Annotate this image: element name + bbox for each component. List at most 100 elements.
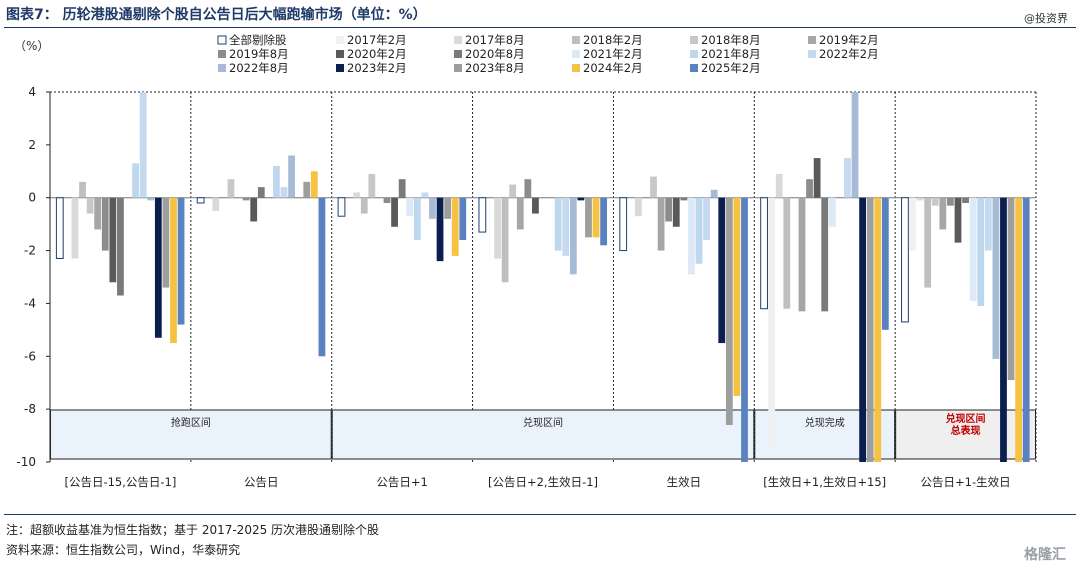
legend-label: 2017年8月	[465, 33, 525, 47]
x-axis: [公告日-15,公告日-1] 公告日 公告日+1 [公告日+2,生效日-1] 生效日 [生…	[64, 475, 1010, 489]
legend-label: 2023年8月	[465, 61, 525, 75]
bar	[828, 197, 836, 227]
bar	[741, 197, 748, 462]
bar	[866, 197, 874, 462]
legend-swatch	[454, 64, 462, 72]
bar	[806, 179, 813, 198]
bar	[881, 197, 889, 330]
bar	[117, 197, 124, 296]
title-rule	[4, 27, 1076, 28]
legend-label: 2022年2月	[819, 47, 879, 61]
bar	[353, 192, 361, 198]
bar	[406, 197, 414, 217]
legend: 全部剔除股 2017年2月 2017年8月 2018年2月 2018年8月 2019年2月…	[217, 33, 879, 75]
legend-label: 2021年8月	[701, 47, 761, 61]
bar	[170, 197, 177, 344]
bar	[444, 197, 452, 219]
bar	[310, 171, 318, 198]
legend-label: 2020年2月	[347, 47, 407, 61]
legend-swatch	[572, 64, 580, 72]
legend-swatch	[690, 64, 698, 72]
legend-swatch	[572, 36, 580, 44]
x-tick-label: [公告日+2,生效日-1]	[488, 475, 598, 489]
bar	[718, 197, 726, 344]
bar	[227, 179, 235, 198]
bar	[710, 189, 718, 198]
legend-label: 全部剔除股	[229, 33, 287, 47]
bar	[977, 197, 985, 307]
phase-label: 兑现区间	[523, 416, 563, 429]
x-tick-label: [生效日+1,生效日+15]	[763, 475, 886, 489]
bar	[391, 197, 398, 227]
bar	[429, 197, 436, 219]
bar	[813, 158, 821, 198]
phase-band	[331, 409, 755, 460]
bar	[672, 197, 680, 227]
bar	[242, 197, 250, 201]
x-tick-label: [公告日-15,公告日-1]	[64, 475, 176, 489]
bar	[250, 197, 258, 222]
bar	[501, 197, 509, 283]
bar	[969, 197, 977, 301]
phase-label: 兑现区间	[946, 412, 986, 425]
bar	[94, 197, 102, 230]
legend-label: 2018年2月	[583, 33, 643, 47]
bar	[101, 197, 109, 251]
bar	[562, 197, 570, 256]
bar	[436, 197, 444, 262]
bar	[947, 197, 954, 206]
bar	[509, 184, 517, 198]
bar	[768, 197, 776, 447]
bar	[703, 197, 710, 240]
bar	[954, 197, 962, 243]
bar	[398, 179, 406, 198]
bar	[139, 92, 147, 198]
bar	[154, 197, 162, 338]
source-note: 资料来源：恒生指数公司，Wind，华泰研究	[6, 543, 241, 557]
legend-swatch	[572, 50, 580, 58]
bar	[859, 197, 867, 462]
bar	[962, 197, 969, 203]
y-tick-label: -10	[16, 455, 36, 469]
bar	[368, 173, 376, 198]
x-tick-label: 公告日+1	[376, 475, 427, 489]
bar	[273, 166, 280, 198]
legend-label: 2023年2月	[347, 61, 407, 75]
bar	[798, 197, 806, 312]
bar	[79, 181, 86, 198]
phase-label: 抢跑区间	[171, 416, 211, 429]
bar	[984, 197, 992, 251]
bar	[524, 179, 532, 198]
y-tick-label: -4	[24, 296, 36, 310]
bar	[71, 197, 79, 259]
legend-swatch	[808, 36, 816, 44]
bar	[992, 197, 1000, 359]
bar	[733, 197, 741, 396]
phase-band	[50, 409, 332, 460]
bar	[851, 92, 859, 198]
y-unit-label: （%）	[14, 39, 49, 53]
bar	[916, 197, 924, 201]
legend-swatch	[690, 36, 698, 44]
bar	[569, 197, 577, 275]
bar	[775, 173, 783, 198]
bar	[532, 197, 539, 214]
y-tick-label: -2	[24, 244, 36, 258]
legend-label: 2025年2月	[701, 61, 761, 75]
bar	[695, 197, 703, 264]
y-tick-label: 0	[28, 191, 36, 205]
bar	[1015, 197, 1023, 462]
bar	[909, 197, 916, 251]
bar	[288, 155, 295, 198]
bar	[1022, 197, 1030, 462]
y-axis: 4 2 0 -2 -4 -6 -8 -10	[16, 85, 51, 469]
bar	[931, 197, 939, 206]
bar	[939, 197, 947, 230]
bar	[600, 197, 608, 246]
bar	[421, 192, 429, 198]
bar	[337, 197, 346, 217]
watermark: 格隆汇	[1024, 547, 1066, 563]
legend-swatch	[336, 64, 344, 72]
legend-swatch	[454, 36, 462, 44]
bar	[821, 197, 829, 312]
